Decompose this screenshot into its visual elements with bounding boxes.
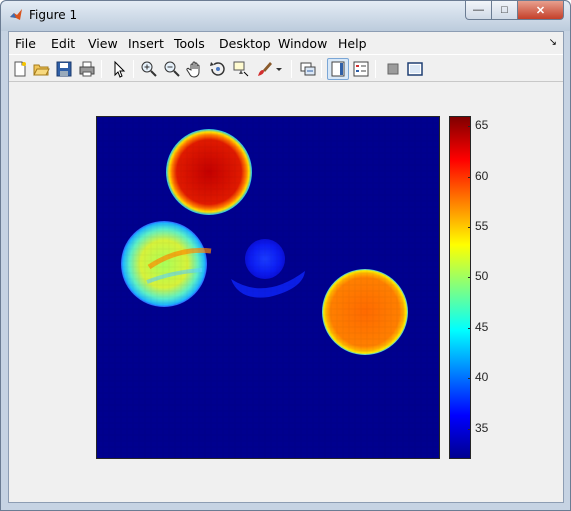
colorbar-tick-mark [468,126,471,128]
brush-icon[interactable] [255,60,273,78]
figure-client: File Edit View Insert Tools Desktop Wind… [8,31,564,503]
title-bar[interactable]: Figure 1 — □ ✕ [1,1,570,31]
image-axes[interactable] [96,116,440,459]
menu-tools[interactable]: Tools [174,36,205,51]
print-icon[interactable] [78,60,96,78]
open-file-icon[interactable] [32,60,50,78]
maximize-button[interactable]: □ [492,1,518,20]
menu-view[interactable]: View [88,36,118,51]
menu-window[interactable]: Window [278,36,328,51]
toolbar-separator [101,60,102,78]
data-cursor-icon[interactable] [232,60,250,78]
colorbar-icon[interactable] [327,58,349,80]
colorbar-tick-label: 50 [475,269,489,284]
legend-icon[interactable] [352,60,370,78]
brush-dropdown-icon[interactable] [275,60,283,78]
toolbar-separator [133,60,134,78]
pointer-icon[interactable] [110,60,128,78]
figure-toolbar [9,54,563,82]
rotate-3d-icon[interactable] [209,60,227,78]
zoom-in-icon[interactable] [140,60,158,78]
window-controls: — □ ✕ [465,1,564,21]
save-icon[interactable] [55,60,73,78]
menu-desktop[interactable]: Desktop [219,36,271,51]
colorbar[interactable] [449,116,471,459]
close-button[interactable]: ✕ [518,1,564,20]
colorbar-tick-label: 65 [475,118,489,133]
dock-arrow-icon[interactable]: ↘ [548,37,557,48]
pan-icon[interactable] [186,60,204,78]
colorbar-tick-mark [468,428,471,430]
colorbar-tick-mark [468,277,471,279]
heatmap-image [97,117,439,458]
colorbar-tick-label: 35 [475,420,489,435]
window-title: Figure 1 [29,8,78,22]
menu-bar: File Edit View Insert Tools Desktop Wind… [9,32,563,54]
colorbar-tick-mark [468,378,471,380]
colorbar-tick-mark [468,226,471,228]
colorbar-tick-label: 40 [475,370,489,385]
zoom-out-icon[interactable] [163,60,181,78]
colorbar-tick-label: 60 [475,168,489,183]
new-figure-icon[interactable] [11,60,29,78]
link-plot-icon[interactable] [299,60,317,78]
menu-insert[interactable]: Insert [128,36,164,51]
colorbar-tick-mark [468,327,471,329]
toolbar-separator [291,60,292,78]
hide-plot-tools-icon[interactable] [384,60,402,78]
matlab-logo-icon [9,8,23,22]
menu-file[interactable]: File [15,36,36,51]
menu-help[interactable]: Help [338,36,367,51]
show-plot-tools-icon[interactable] [406,60,424,78]
colorbar-tick-label: 55 [475,218,489,233]
colorbar-tick-label: 45 [475,319,489,334]
toolbar-separator [375,60,376,78]
colorbar-tick-mark [468,176,471,178]
toolbar-separator [321,60,322,78]
minimize-button[interactable]: — [465,1,492,20]
menu-edit[interactable]: Edit [51,36,76,51]
figure-canvas: 35 40 45 50 55 60 65 [9,83,563,502]
